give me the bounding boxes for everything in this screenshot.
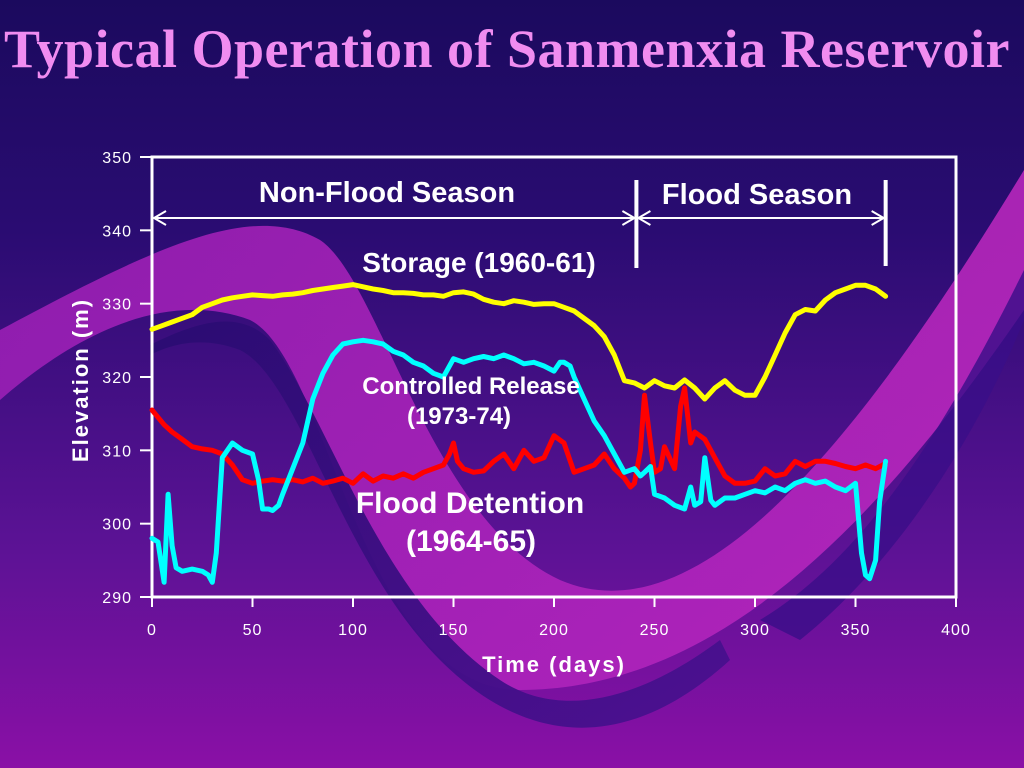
non-flood-season-label: Non-Flood Season [259, 177, 515, 209]
y-tick-label: 350 [102, 150, 132, 167]
y-tick-label: 320 [102, 370, 132, 387]
storage-label: Storage (1960-61) [362, 247, 595, 278]
flood-detention-label: Flood Detention [356, 487, 584, 520]
flood-season-arrow-right-head [871, 210, 886, 226]
x-tick-label: 0 [147, 622, 157, 639]
x-tick-label: 100 [338, 622, 368, 639]
series-layer [149, 282, 889, 585]
y-axis: 290 300 310 320 330 340 350 [102, 150, 152, 607]
x-axis-title: Time (days) [482, 652, 626, 677]
x-tick-label: 150 [439, 622, 469, 639]
y-tick-label: 340 [102, 223, 132, 240]
x-tick-label: 350 [841, 622, 871, 639]
non-flood-season-arrow-right-head [621, 210, 637, 226]
flood-detention-years-label: (1964-65) [406, 525, 536, 558]
y-tick-label: 290 [102, 590, 132, 607]
controlled-release-years-label: (1973-74) [407, 403, 511, 430]
y-axis-title: Elevation (m) [68, 298, 93, 462]
y-tick-label: 310 [102, 443, 132, 460]
x-axis: 0 50 100 150 200 250 300 350 400 [147, 597, 971, 639]
y-tick-label: 300 [102, 517, 132, 534]
season-markers [152, 180, 888, 268]
flood-detention-series-line [149, 337, 889, 585]
flood-season-arrow-left-head [636, 210, 651, 226]
x-tick-label: 250 [640, 622, 670, 639]
slide-title: Typical Operation of Sanmenxia Reservoir [4, 19, 1010, 79]
x-tick-label: 400 [941, 622, 971, 639]
y-tick-label: 330 [102, 297, 132, 314]
flood-season-label: Flood Season [662, 179, 852, 211]
x-tick-label: 50 [243, 622, 263, 639]
controlled-release-series-line [149, 385, 889, 490]
non-flood-season-arrow-left-head [152, 210, 167, 226]
storage-series-line [149, 282, 889, 402]
controlled-release-label: Controlled Release [362, 373, 579, 400]
background-swoosh [0, 170, 1024, 728]
x-tick-label: 300 [740, 622, 770, 639]
x-tick-label: 200 [539, 622, 569, 639]
